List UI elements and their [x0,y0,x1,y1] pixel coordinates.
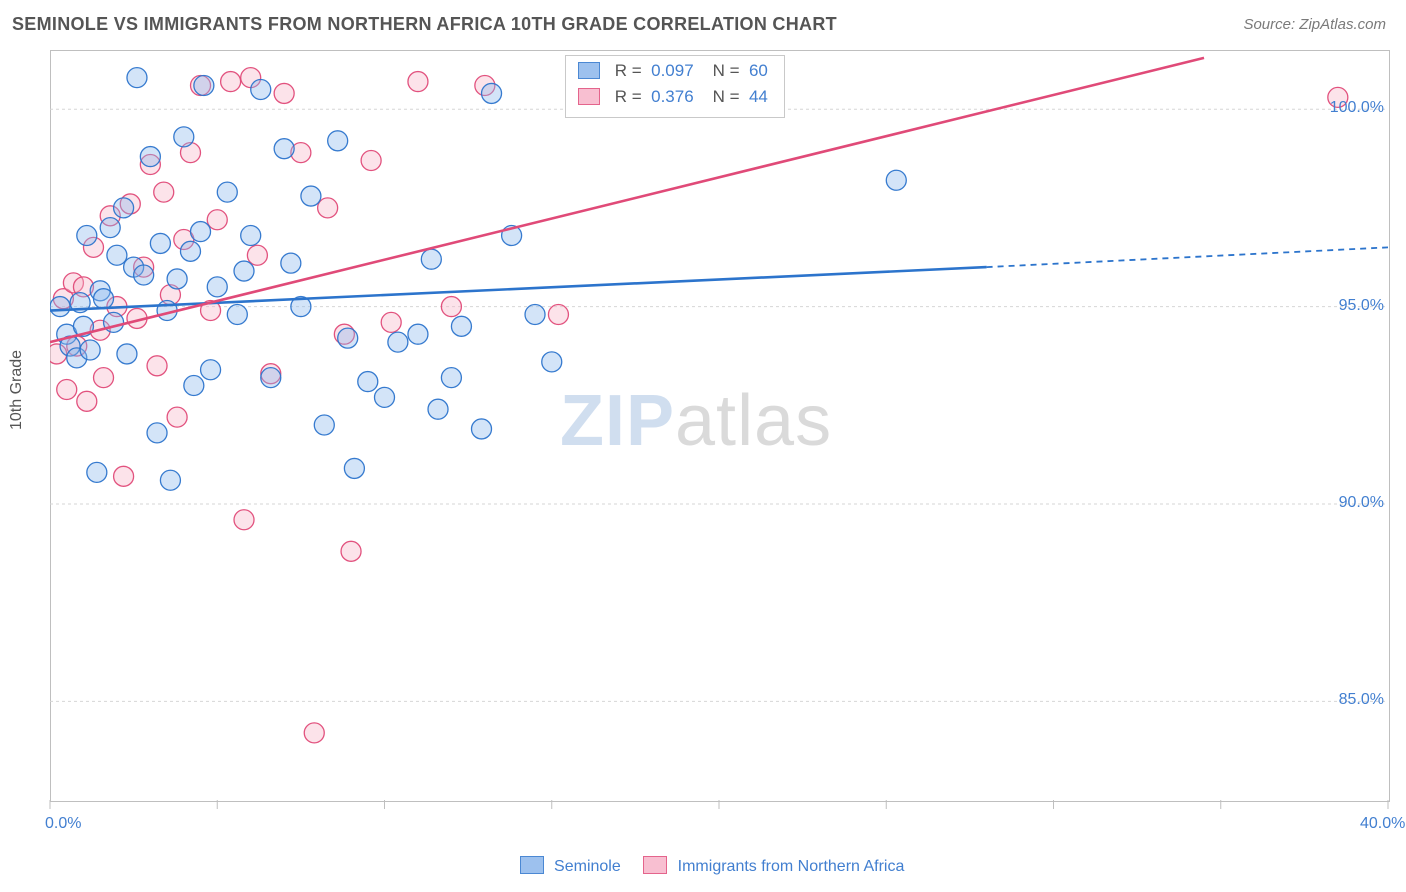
r-label: R = [615,61,642,80]
stat-legend-row: R = 0.097 N = 60 [578,58,768,84]
ticks-layer [0,0,1406,892]
chart-stage: SEMINOLE VS IMMIGRANTS FROM NORTHERN AFR… [0,0,1406,892]
n-label: N = [713,87,740,106]
y-axis-label: 10th Grade [8,350,26,430]
r-value: 0.376 [651,87,694,106]
stat-legend: R = 0.097 N = 60 R = 0.376 N = 44 [565,55,785,118]
bottom-legend: Seminole Immigrants from Northern Africa [0,856,1406,876]
r-label: R = [615,87,642,106]
y-tick-label: 85.0% [1339,691,1384,709]
y-tick-label: 100.0% [1330,99,1384,117]
stat-legend-row: R = 0.376 N = 44 [578,84,768,110]
legend-swatch-a [578,62,600,79]
n-value: 60 [749,61,768,80]
legend-swatch-b [578,88,600,105]
y-tick-label: 95.0% [1339,297,1384,315]
r-value: 0.097 [651,61,694,80]
legend-swatch-a [520,856,544,874]
x-tick-label: 40.0% [1360,815,1405,833]
x-tick-label: 0.0% [45,815,81,833]
legend-label-a: Seminole [554,858,621,875]
n-label: N = [713,61,740,80]
legend-swatch-b [643,856,667,874]
y-tick-label: 90.0% [1339,494,1384,512]
legend-label-b: Immigrants from Northern Africa [678,858,905,875]
n-value: 44 [749,87,768,106]
